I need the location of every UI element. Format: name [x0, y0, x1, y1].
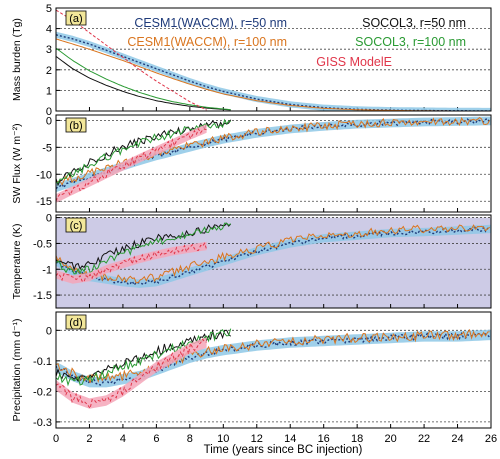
panel-b-ytick-label: -5 [42, 142, 52, 154]
panel-c: 0 -0.5 -1 -1.5 (c) Temperature (K) [11, 213, 492, 309]
panel-c-ylabel: Temperature (K) [11, 224, 23, 300]
panel-b-band-0 [56, 116, 491, 193]
legend: CESM1(WACCM), r=50 nm SOCOL3, r=50 nm CESM… [127, 16, 466, 69]
panel-d-ytick-label: -0.3 [33, 417, 52, 429]
panel-c-label-text: (c) [70, 220, 83, 232]
x-tick-label: 6 [153, 433, 159, 445]
panel-b-ylabel: SW Flux (W m⁻²) [11, 123, 23, 203]
panel-d-series-1 [56, 328, 490, 384]
x-tick-label: 10 [217, 433, 229, 445]
panel-a-series-3 [56, 47, 231, 111]
panel-a-ytick-label: 1 [46, 85, 52, 97]
panel-b-series-2 [56, 119, 232, 187]
panel-b-series-group [56, 116, 491, 203]
x-axis: 0 2 4 6 8 10 12 14 16 18 20 22 24 26 [53, 433, 497, 445]
panel-c-series-4 [56, 242, 208, 283]
panel-d-band-4 [56, 337, 207, 409]
panel-a: 0 1 2 3 4 5 (a) Mass burden (Tg) [11, 3, 492, 118]
panel-d-series-0 [56, 331, 491, 386]
panel-d-series-2 [56, 328, 232, 383]
panel-a-ytick-label: 3 [46, 44, 52, 56]
panel-d-ytick-label: -0.2 [33, 386, 52, 398]
panel-c-ytick-label: 0 [46, 213, 52, 225]
panel-a-ylabel: Mass burden (Tg) [11, 18, 23, 101]
panel-b-label: (b) [65, 117, 87, 133]
panel-c-label: (c) [65, 217, 87, 233]
panel-b-frame [55, 114, 492, 213]
x-tick-label: 0 [53, 433, 59, 445]
panel-b-series-3 [56, 118, 231, 184]
panel-b: 0 -5 -10 -15 (b) SW Flux (W m⁻²) [11, 114, 492, 213]
panel-b-series-0 [56, 117, 491, 190]
x-tick-label: 22 [418, 433, 430, 445]
panel-a-label-text: (a) [69, 13, 82, 25]
panel-d-label: (d) [65, 314, 87, 330]
x-tick-label: 4 [120, 433, 126, 445]
x-tick-label: 14 [284, 433, 296, 445]
panel-c-ytick-label: -1 [42, 264, 52, 276]
panel-a-label: (a) [65, 10, 87, 26]
panel-b-ytick-label: -15 [36, 196, 52, 208]
x-tick-label: 24 [451, 433, 463, 445]
panel-a-series-4 [56, 9, 207, 111]
panel-d-ylabel: Precipitation (mm d⁻¹) [11, 319, 23, 422]
panel-b-ytick-label: -10 [36, 169, 52, 181]
legend-entry: SOCOL3, r=100 nm [355, 35, 466, 49]
panel-a-ytick-label: 0 [46, 106, 52, 118]
panel-d-ytick-label: -0.1 [33, 356, 52, 368]
panel-c-series-group [56, 222, 491, 288]
panel-c-ytick-label: -0.5 [33, 238, 52, 250]
panel-d-band-0 [56, 329, 491, 388]
panel-d-series-4 [56, 338, 207, 410]
panel-a-ytick-label: 2 [46, 65, 52, 77]
panel-d-series-group [56, 328, 491, 410]
panel-d: 0 -0.1 -0.2 -0.3 (d) Precipitation (mm d⁻¹) [11, 311, 492, 429]
panel-d-frame [55, 311, 492, 429]
legend-entry: SOCOL3, r=50 nm [362, 16, 466, 30]
x-tick-label: 8 [187, 433, 193, 445]
panel-c-frame [55, 214, 492, 309]
legend-entry: CESM1(WACCM), r=100 nm [127, 35, 287, 49]
x-tick-label: 2 [86, 433, 92, 445]
panel-c-series-1 [56, 224, 491, 284]
x-tick-label: 12 [251, 433, 263, 445]
panel-c-series-3 [56, 222, 231, 275]
panel-c-ytick-label: -1.5 [33, 290, 52, 302]
panel-d-ytick-label: 0 [46, 325, 52, 337]
panel-a-ytick-label: 4 [46, 24, 52, 36]
panel-b-ytick-label: 0 [46, 115, 52, 127]
legend-entry: GISS ModelE [316, 55, 392, 69]
legend-entry: CESM1(WACCM), r=50 nm [134, 16, 287, 30]
panel-a-frame [55, 7, 492, 112]
x-axis-label: Time (years since BC injection) [204, 444, 363, 456]
panel-c-band-4 [56, 241, 207, 284]
x-tick-label: 26 [485, 433, 497, 445]
panel-d-label-text: (d) [69, 317, 82, 329]
panel-b-label-text: (b) [69, 120, 82, 132]
x-tick-label: 16 [318, 433, 330, 445]
x-tick-label: 18 [351, 433, 363, 445]
panel-a-ytick-label: 5 [46, 3, 52, 15]
x-tick-label: 20 [384, 433, 396, 445]
